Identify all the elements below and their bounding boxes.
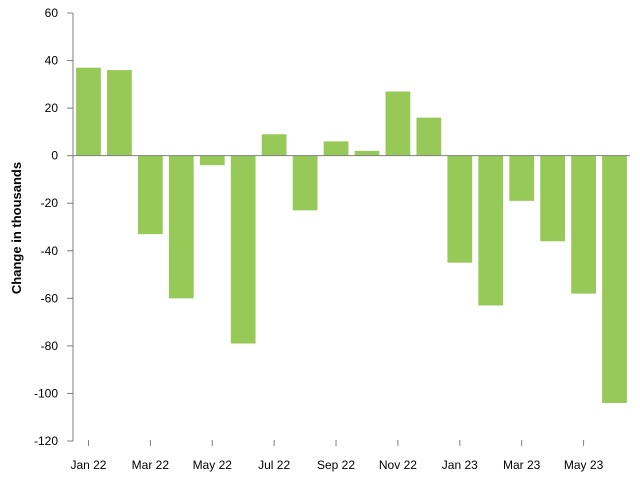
x-tick-label: Jan 22 bbox=[70, 458, 106, 472]
bar-oct-22 bbox=[354, 150, 380, 156]
x-tick-label: May 23 bbox=[564, 458, 604, 472]
bar-mar-23 bbox=[509, 155, 535, 201]
bar-nov-22 bbox=[385, 91, 411, 156]
bar-may-22 bbox=[199, 155, 225, 166]
bar-aug-22 bbox=[292, 155, 318, 211]
y-tick-label: 60 bbox=[45, 6, 59, 20]
x-tick-label: Mar 23 bbox=[503, 458, 541, 472]
x-axis: Jan 22 Mar 22 May 22 Jul 22 Sep 22 Nov 22 Jan … bbox=[70, 155, 630, 472]
y-axis: 60 40 20 0 -20 -40 -60 -80 -100 -120 bbox=[34, 6, 74, 448]
y-tick-label: -40 bbox=[41, 244, 59, 258]
x-tick-label: Jan 23 bbox=[442, 458, 478, 472]
bar-sep-22 bbox=[323, 141, 349, 156]
x-tick-label: Nov 22 bbox=[379, 458, 417, 472]
y-tick-label: -60 bbox=[41, 291, 59, 305]
x-tick-label: Sep 22 bbox=[317, 458, 355, 472]
bar-may-23 bbox=[571, 155, 596, 294]
bar-apr-22 bbox=[168, 155, 194, 299]
x-tick-label: Jul 22 bbox=[258, 458, 290, 472]
bar-jun-23 bbox=[602, 155, 627, 403]
bar-jan-23 bbox=[447, 155, 473, 263]
bar-dec-22 bbox=[416, 117, 442, 156]
bar-jun-22 bbox=[230, 155, 256, 344]
x-tick-label: May 22 bbox=[193, 458, 233, 472]
bar-feb-23 bbox=[478, 155, 504, 306]
bar-jan-22 bbox=[76, 67, 101, 156]
y-tick-label: -120 bbox=[34, 434, 58, 448]
y-tick-label: 20 bbox=[45, 101, 59, 115]
y-axis-title: Change in thousands bbox=[9, 162, 24, 294]
y-tick-label: -100 bbox=[34, 386, 58, 400]
bar-feb-22 bbox=[107, 70, 132, 156]
y-tick-label: 40 bbox=[45, 54, 59, 68]
bar-group bbox=[76, 67, 627, 403]
bar-apr-23 bbox=[540, 155, 566, 242]
y-tick-label: -20 bbox=[41, 196, 59, 210]
bar-mar-22 bbox=[137, 155, 163, 235]
y-tick-label: -80 bbox=[41, 339, 59, 353]
x-tick-label: Mar 22 bbox=[132, 458, 170, 472]
y-tick-label: 0 bbox=[51, 149, 58, 163]
bar-jul-22 bbox=[261, 134, 287, 156]
